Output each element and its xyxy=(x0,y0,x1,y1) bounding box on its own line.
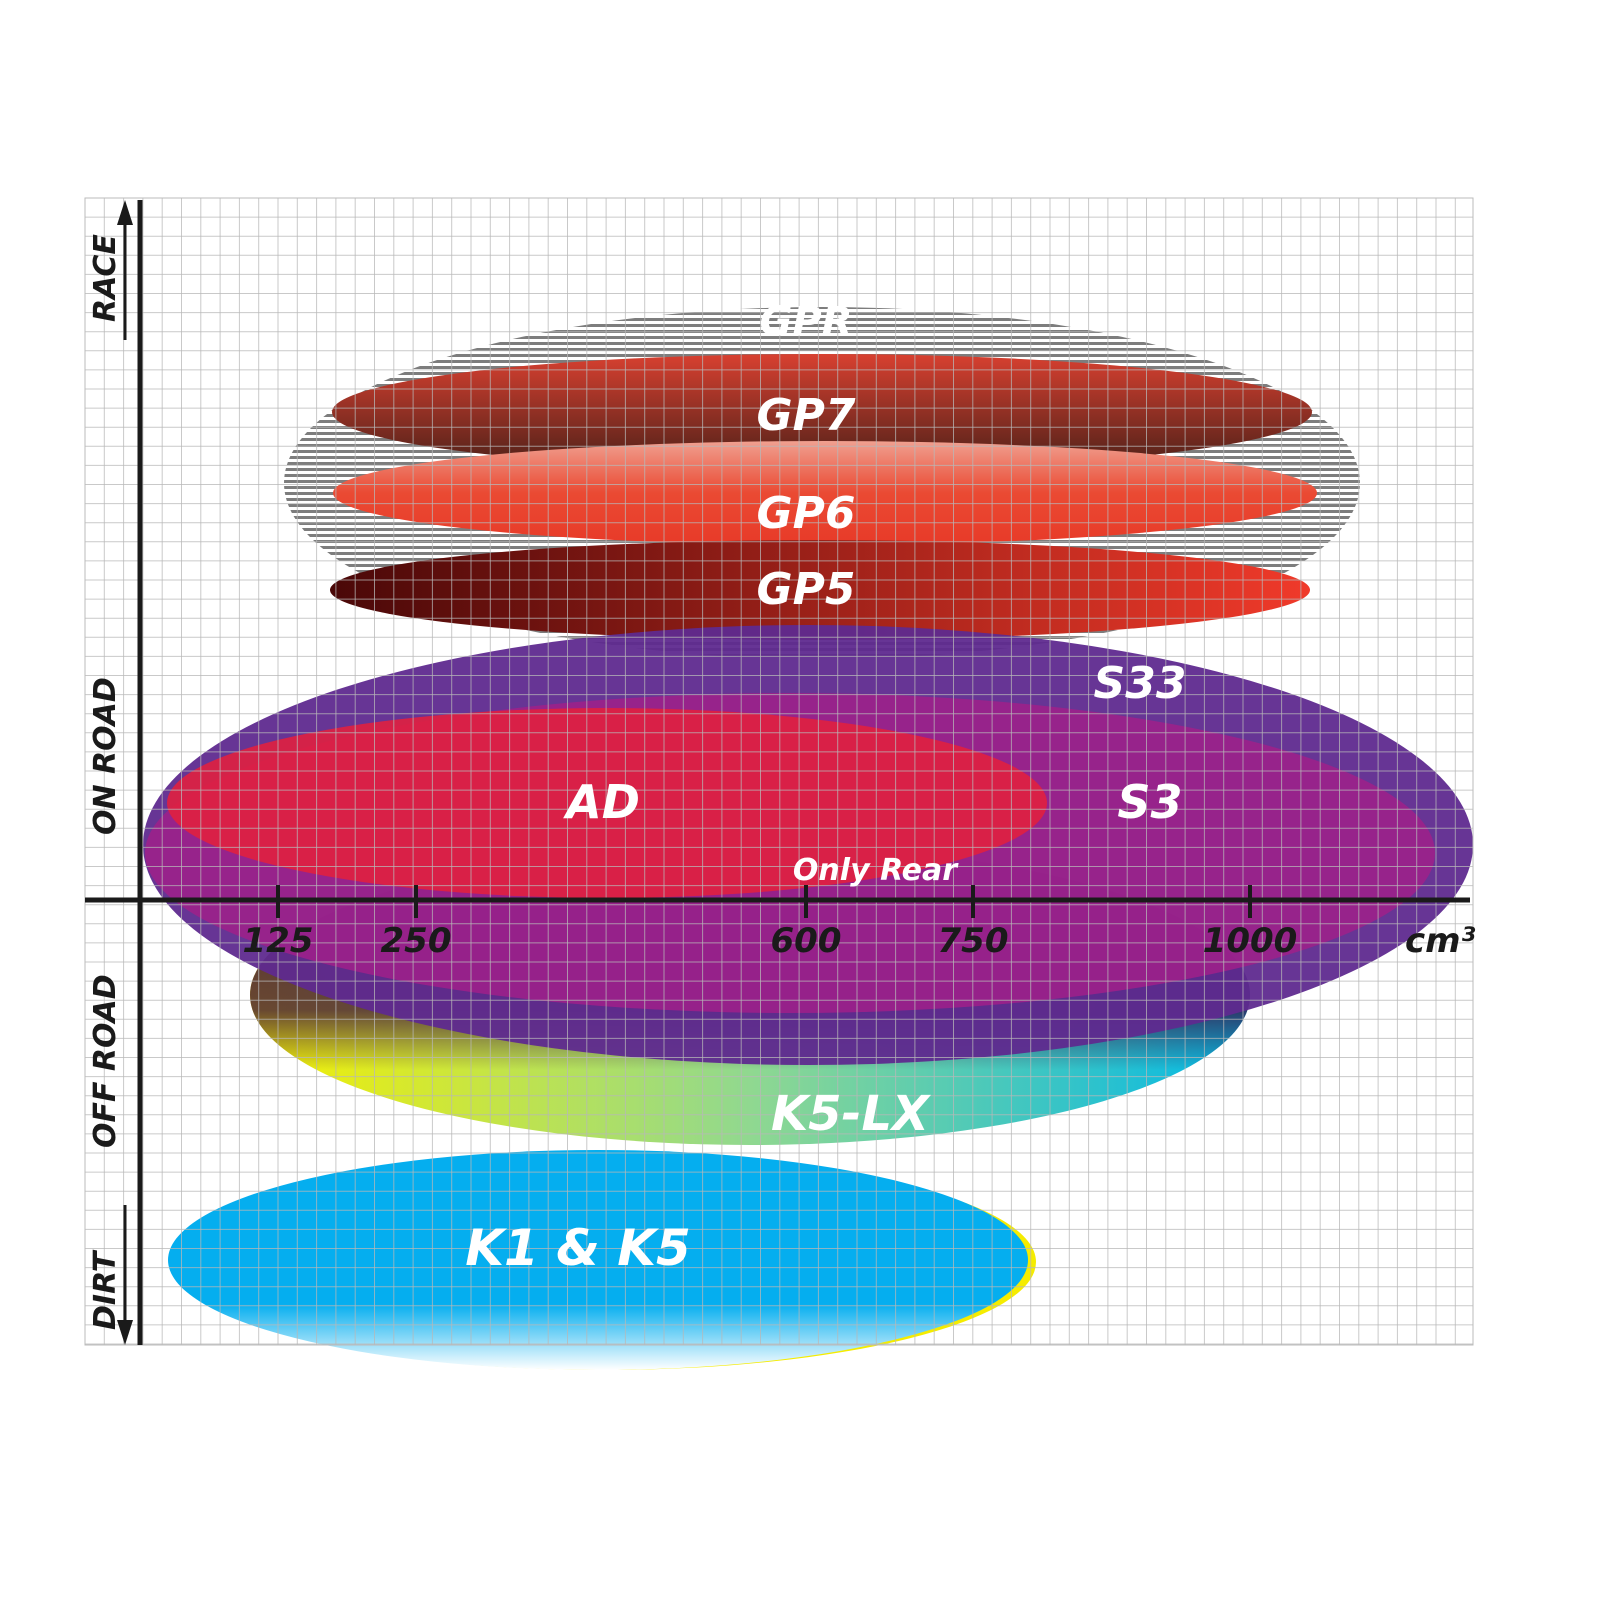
y-label-off-road: OFF ROAD xyxy=(88,974,123,1148)
label-k5-lx: K5-LX xyxy=(771,1086,931,1142)
x-tick-label: 600 xyxy=(771,921,842,961)
ellipse-k1-k5 xyxy=(168,1150,1028,1370)
x-tick-label: 1000 xyxy=(1203,921,1298,961)
dirt-arrow-icon xyxy=(117,1205,133,1345)
label-gp7: GP7 xyxy=(757,390,856,441)
grid xyxy=(84,197,1474,1346)
ellipse-gp7 xyxy=(332,354,1312,470)
y-label-race: RACE xyxy=(88,234,123,322)
x-tick-label: 750 xyxy=(938,921,1009,961)
label-ad: AD xyxy=(563,775,640,829)
y-label-on-road: ON ROAD xyxy=(88,677,123,835)
y-label-dirt: DIRT xyxy=(88,1249,123,1330)
label-only-rear: Only Rear xyxy=(793,853,959,888)
label-gp6: GP6 xyxy=(757,488,856,539)
ellipse-ad xyxy=(167,708,1047,898)
x-unit-label: cm³ xyxy=(1405,921,1476,961)
label-gpr: GPR xyxy=(760,299,853,345)
ellipse-gp6 xyxy=(333,441,1317,545)
label-gp5: GP5 xyxy=(757,564,856,615)
race-arrow-icon xyxy=(117,200,133,340)
label-k1-k5: K1 & K5 xyxy=(465,1219,691,1277)
ellipse-gp5 xyxy=(330,540,1310,640)
label-s3: S3 xyxy=(1117,775,1182,829)
x-tick-label: 250 xyxy=(381,921,452,961)
label-s33: S33 xyxy=(1094,658,1187,709)
x-tick-label: 125 xyxy=(243,921,314,961)
